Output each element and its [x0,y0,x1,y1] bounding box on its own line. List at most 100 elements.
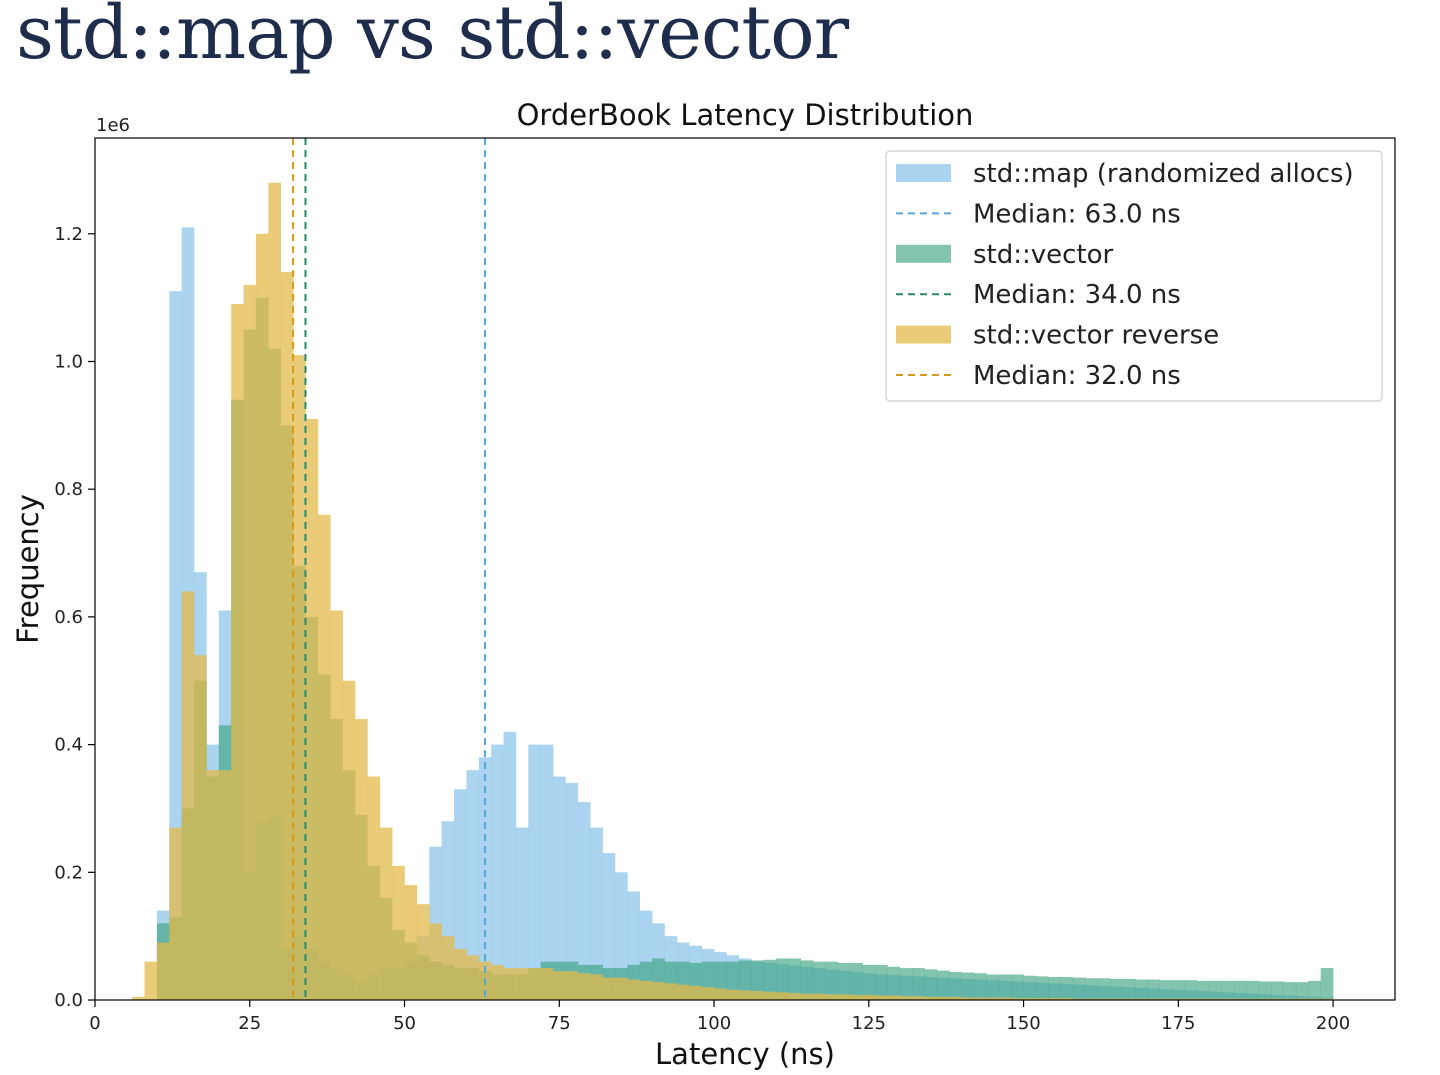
reverse-bar [726,989,740,1000]
reverse-bar [936,996,950,1000]
vector-bar [1097,978,1111,1000]
reverse-bar [231,304,244,1001]
x-tick-label: 100 [697,1013,731,1034]
y-tick-label: 0.6 [54,607,83,628]
reverse-bar [181,591,195,1000]
vector-bar [788,958,802,1000]
map-legend-median-label: Median: 63.0 ns [973,199,1181,229]
vector-bar [899,968,913,1000]
reverse-bar [1159,998,1173,1000]
reverse-bar [738,990,752,1000]
reverse-bar [1023,998,1037,1000]
vector-bar [862,964,876,1000]
reverse-bar [813,993,826,1000]
map-bar [540,744,554,1000]
map-bar [528,744,542,1000]
vector-bar [837,962,851,1000]
vector-bar [738,960,752,1000]
reverse-bar [342,680,356,1000]
vector-bar [875,964,888,1000]
reverse-bar [912,996,925,1000]
y-tick-label: 0.8 [54,479,83,500]
x-axis-ticks: 0 25 50 75 100 125 150 175 200 [89,1000,1350,1034]
reverse-bar [1048,998,1062,1000]
map-legend-label: std::map (randomized allocs) [973,159,1354,189]
reverse-bar [590,974,603,1000]
x-tick-label: 200 [1316,1013,1350,1034]
vector-bar [998,974,1012,1000]
vector-bar [1172,980,1185,1000]
vector-legend-swatch [896,244,951,263]
reverse-bar [293,355,306,1000]
vector-bar [1159,980,1173,1000]
vector-bar [800,960,814,1000]
series-reverse-bars [132,182,1334,1001]
y-axis-label: Frequency [11,494,45,644]
reverse-bar [1073,998,1086,1000]
reverse-bar [689,985,702,1000]
reverse-bar [144,961,158,1000]
vector-bar [949,971,962,1000]
vector-bar [850,962,863,1000]
reverse-bar [540,968,554,1000]
vector-legend-label: std::vector [973,240,1114,270]
reverse-bar [466,955,480,1000]
reverse-bar [961,997,975,1000]
reverse-bar [491,964,504,1000]
map-bar [565,782,579,1000]
reverse-bar [367,776,381,1000]
reverse-bar [602,977,616,1000]
reverse-bar [268,182,282,1000]
reverse-bar [751,991,764,1000]
map-bar [169,291,182,1000]
x-tick-label: 175 [1161,1013,1195,1034]
y-tick-label: 0.2 [54,862,83,883]
vector-bar [1048,977,1062,1000]
x-tick-label: 150 [1006,1013,1040,1034]
vector-bar [924,969,938,1000]
reverse-bar [1283,998,1297,1000]
vector-bar [1011,974,1024,1000]
map-bar [503,731,517,1000]
map-bar [590,827,603,1000]
reverse-bar [503,968,517,1000]
reverse-bar [330,610,343,1000]
reverse-bar [775,992,789,1000]
reverse-bar [577,973,591,1000]
reverse-bar [887,995,901,1000]
map-bar [602,853,616,1000]
reverse-bar [1271,998,1284,1000]
vector-bar [986,974,1000,1000]
reverse-bar [652,982,665,1000]
reverse-bar [206,770,220,1000]
vector-bar [887,966,901,1000]
reverse-bar [998,997,1012,1000]
reverse-bar [280,272,294,1001]
reverse-bar [1184,998,1198,1000]
reverse-bar [169,827,182,1000]
map-legend-swatch [896,164,951,182]
reverse-bar [714,988,727,1000]
reverse-bar [1110,998,1123,1000]
reverse-bar [317,514,331,1000]
reverse-bar [1097,998,1111,1000]
vector-bar [813,961,826,1000]
reverse-bar [565,971,579,1000]
reverse-bar [218,770,232,1000]
reverse-bar [1320,998,1334,1000]
reverse-bar [825,994,839,1000]
vector-bar [1085,978,1099,1000]
reverse-bar [1246,998,1260,1000]
reverse-bar [255,233,269,1000]
reverse-bar [627,979,641,1000]
reverse-bar [1209,998,1222,1000]
map-bar [515,827,529,1000]
reverse-bar [454,948,467,1000]
vector-bar [1308,980,1322,1000]
reverse-bar [1295,998,1309,1000]
reverse-bar [986,997,1000,1000]
reverse-bar [1122,998,1136,1000]
reverse-bar [763,991,777,1000]
x-tick-label: 0 [89,1013,100,1034]
